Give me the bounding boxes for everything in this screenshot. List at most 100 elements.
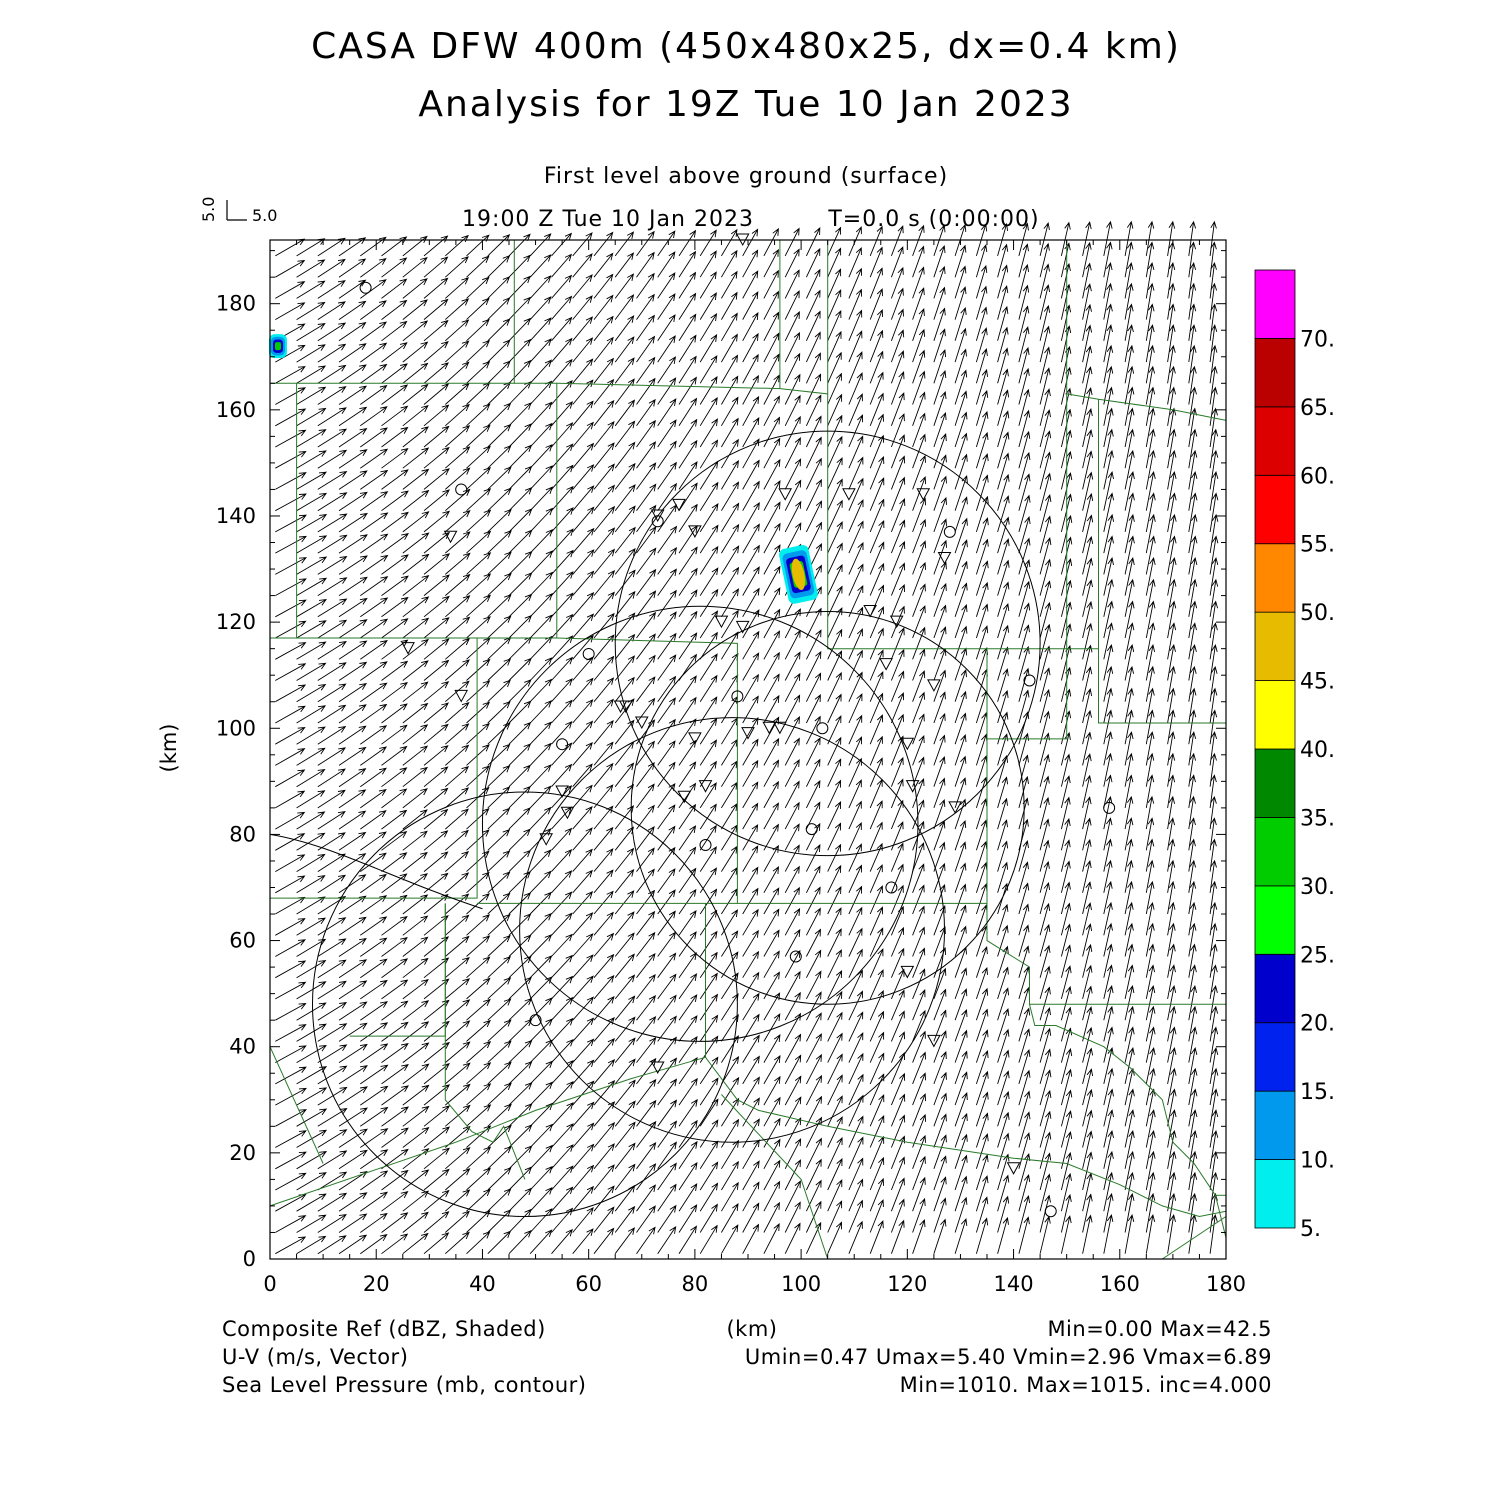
station-circle-icon: [885, 881, 898, 894]
wind-vector: [1188, 557, 1198, 596]
wind-vector: [1188, 752, 1197, 787]
wind-vector: [296, 1193, 327, 1212]
wind-vector: [1188, 880, 1197, 915]
wind-vector: [636, 272, 655, 299]
wind-vector: [338, 1086, 368, 1106]
wind-vector: [1145, 492, 1156, 532]
wind-vectors: [275, 220, 1219, 1255]
wind-vector: [402, 745, 429, 766]
wind-vector: [529, 443, 553, 469]
wind-vector: [296, 323, 326, 342]
wind-vector: [1167, 622, 1177, 660]
wind-vector: [360, 406, 388, 427]
wind-vector: [317, 301, 346, 320]
wind-vector: [275, 259, 306, 278]
wind-vector: [912, 926, 925, 957]
wind-vector: [487, 508, 512, 533]
wind-vector: [296, 938, 327, 957]
wind-vector: [529, 1081, 554, 1106]
wind-vector: [975, 1112, 989, 1148]
wind-vector: [933, 518, 947, 554]
wind-vector: [1039, 1152, 1052, 1191]
wind-vector: [869, 477, 885, 511]
wind-vector: [1124, 1026, 1135, 1063]
wind-vector: [912, 1072, 926, 1106]
wind-vector: [1060, 1110, 1073, 1148]
wind-vector: [1124, 622, 1135, 660]
wind-vector: [1145, 774, 1155, 808]
wind-vector: [423, 787, 449, 809]
wind-vector: [636, 462, 657, 490]
wind-vector: [1124, 1150, 1135, 1191]
wind-vector: [296, 1087, 328, 1106]
wind-vector: [912, 968, 926, 1000]
wind-vector: [678, 632, 698, 660]
wind-vector: [954, 669, 967, 702]
wind-vector: [827, 758, 842, 787]
wind-vector: [1167, 492, 1177, 532]
wind-vector: [805, 1179, 822, 1212]
wind-vector: [678, 973, 698, 1000]
wind-vector: [805, 1137, 822, 1170]
wind-vector: [1145, 513, 1156, 554]
wind-vector: [614, 633, 636, 660]
wind-vector: [975, 348, 988, 384]
wind-vector: [317, 364, 347, 384]
wind-vector: [445, 1041, 471, 1063]
wind-vector: [317, 768, 346, 788]
wind-vector: [784, 352, 801, 384]
wind-vector: [954, 734, 967, 766]
wind-vector: [784, 1054, 802, 1085]
wind-vector: [423, 340, 449, 363]
wind-vector: [466, 744, 490, 766]
wind-vector: [317, 407, 347, 427]
wind-vector: [360, 1234, 388, 1255]
wind-vector: [848, 226, 862, 257]
wind-vector: [954, 411, 968, 448]
wind-vector: [997, 689, 1009, 724]
wind-vector: [360, 703, 388, 724]
wind-vector: [1188, 261, 1197, 299]
wind-vector: [890, 947, 905, 978]
wind-vector: [1103, 1067, 1114, 1106]
wind-vector: [933, 925, 946, 957]
wind-vector: [551, 848, 573, 872]
wind-vector: [827, 736, 842, 766]
wind-vector: [360, 788, 387, 809]
colorbar-label: 10.: [1300, 1149, 1335, 1174]
wind-vector: [763, 1013, 781, 1042]
wind-vector: [636, 1184, 656, 1212]
wind-vector: [360, 746, 388, 766]
county-boundary: [1098, 399, 1226, 724]
wind-vector: [1039, 558, 1052, 596]
wind-vector: [933, 604, 947, 639]
wind-vector: [805, 672, 822, 702]
wind-vector: [445, 999, 471, 1021]
wind-vector: [296, 259, 326, 278]
wind-vector: [572, 253, 593, 278]
wind-vector: [1145, 220, 1155, 256]
wind-vector: [423, 1232, 450, 1255]
wind-vector: [1018, 1090, 1031, 1127]
wind-vector: [742, 866, 759, 894]
wind-vector: [678, 313, 697, 342]
wind-vector: [466, 255, 490, 278]
colorbar-swatch: [1254, 885, 1296, 955]
wind-vector: [338, 258, 367, 278]
wind-vector: [402, 1127, 430, 1148]
wind-vector: [508, 296, 531, 320]
wind-vector: [1060, 860, 1071, 893]
wind-vector: [423, 425, 450, 448]
wind-vector: [678, 1204, 698, 1233]
wind-vector: [997, 559, 1010, 596]
wind-vector: [317, 471, 348, 490]
wind-vector: [1145, 1047, 1156, 1084]
wind-vector: [997, 326, 1009, 363]
wind-vector: [975, 327, 988, 363]
wind-vector: [338, 1192, 368, 1212]
wind-vector: [487, 487, 512, 512]
wind-vector: [1018, 1216, 1030, 1254]
wind-vector: [954, 327, 967, 363]
wind-vector: [1018, 903, 1030, 936]
wind-vector: [827, 330, 842, 363]
